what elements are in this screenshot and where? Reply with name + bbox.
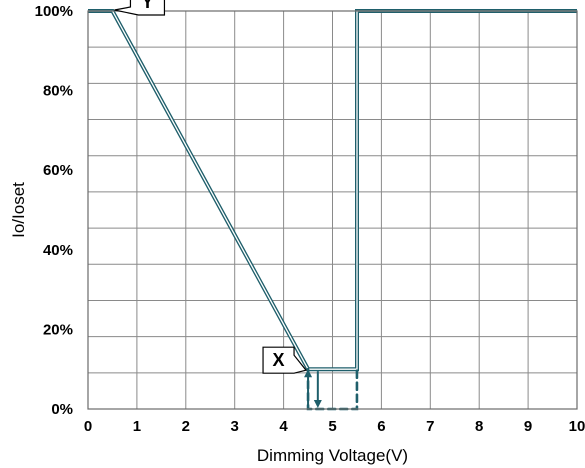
x-tick-label: 3 <box>231 418 239 435</box>
x-tick-label: 2 <box>182 418 190 435</box>
x-tick-label: 5 <box>328 418 336 435</box>
arrow-up-head-icon <box>304 369 313 378</box>
x-axis-label: Dimming Voltage(V) <box>257 446 408 465</box>
grid <box>88 11 577 409</box>
callout-x-label: X <box>273 350 285 370</box>
x-tick-label: 9 <box>524 418 532 435</box>
hysteresis-marker <box>304 367 359 411</box>
callout-y-label: Y <box>141 0 153 12</box>
x-tick-label: 4 <box>279 418 288 435</box>
x-tick-label: 10 <box>569 418 585 435</box>
arrow-down-head-icon <box>313 400 322 408</box>
y-tick-label: 80% <box>43 83 73 100</box>
y-axis-label: Io/Ioset <box>9 182 28 238</box>
annotations: YX <box>114 0 308 374</box>
x-tick-labels: 0 1 2 3 4 5 6 7 8 9 10 <box>84 418 585 435</box>
x-tick-label: 6 <box>377 418 385 435</box>
x-tick-label: 0 <box>84 418 92 435</box>
callout-y-box <box>114 0 166 16</box>
y-tick-label: 60% <box>43 162 73 179</box>
y-tick-label: 100% <box>35 3 73 20</box>
x-tick-label: 8 <box>475 418 483 435</box>
plot-frame <box>87 10 578 410</box>
y-tick-label: 20% <box>43 321 73 338</box>
callout-x-box <box>262 346 308 374</box>
x-tick-label: 1 <box>133 418 141 435</box>
y-tick-label: 0% <box>51 401 73 418</box>
y-tick-label: 40% <box>43 242 73 259</box>
x-tick-label: 7 <box>426 418 434 435</box>
y-tick-labels: 0% 20% 40% 60% 80% 100% <box>35 3 73 418</box>
